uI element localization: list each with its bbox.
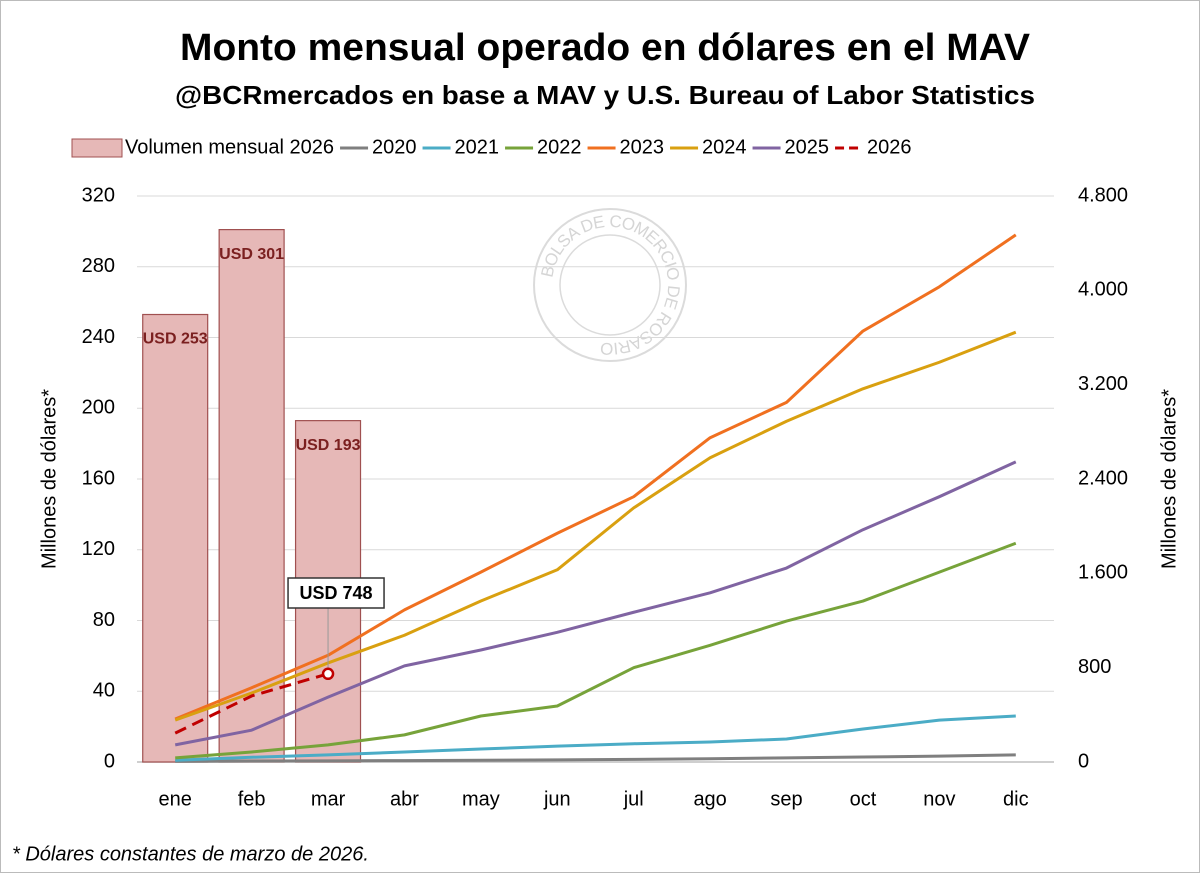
y-tick-label: 280 xyxy=(82,255,115,277)
x-tick-label: abr xyxy=(390,788,419,810)
y2-tick-label: 4.000 xyxy=(1078,279,1128,301)
y2-tick-label: 4.800 xyxy=(1078,184,1128,206)
legend-label: 2026 xyxy=(867,136,912,158)
series-line xyxy=(175,541,1017,760)
y-tick-label: 240 xyxy=(82,326,115,348)
x-tick-label: dic xyxy=(1003,788,1029,810)
y-tick-label: 120 xyxy=(82,538,115,560)
x-tick-label: sep xyxy=(770,788,802,810)
callout-box xyxy=(287,577,385,609)
chart-subtitle: @BCRmercados en base a MAV y U.S. Bureau… xyxy=(175,80,1035,110)
y-tick-label: 200 xyxy=(82,397,115,419)
y2-tick-label: 1.600 xyxy=(1078,562,1128,584)
x-tick-label: oct xyxy=(850,788,877,810)
x-tick-label: ene xyxy=(159,788,192,810)
y2-axis-label: Millones de dólares* xyxy=(1158,389,1180,569)
series-line xyxy=(175,753,1016,763)
y2-tick-label: 0 xyxy=(1078,750,1089,772)
series-line xyxy=(174,460,1017,747)
legend-label: 2025 xyxy=(785,136,830,158)
legend-label: 2020 xyxy=(372,136,417,158)
bar-value-label: USD 193 xyxy=(296,437,361,454)
legend-swatch xyxy=(71,138,123,158)
bar xyxy=(142,313,209,763)
y-tick-label: 0 xyxy=(104,750,115,772)
y2-tick-label: 3.200 xyxy=(1078,373,1128,395)
y-tick-label: 320 xyxy=(82,184,115,206)
chart-title: Monto mensual operado en dólares en el M… xyxy=(180,27,1031,69)
x-tick-label: ago xyxy=(693,788,726,810)
legend-label: 2024 xyxy=(702,136,747,158)
point-value-label: USD 748 xyxy=(300,583,373,603)
watermark-ring xyxy=(559,234,661,336)
y2-tick-label: 800 xyxy=(1078,656,1111,678)
y-tick-label: 40 xyxy=(93,680,115,702)
series-line xyxy=(174,672,329,735)
x-tick-label: feb xyxy=(238,788,266,810)
x-tick-label: nov xyxy=(923,788,955,810)
footnote: * Dólares constantes de marzo de 2026. xyxy=(12,843,369,865)
y-axis-label: Millones de dólares* xyxy=(38,389,60,569)
x-tick-label: jun xyxy=(543,788,571,810)
bar xyxy=(218,229,285,763)
x-tick-label: mar xyxy=(311,788,346,810)
y-tick-label: 160 xyxy=(82,467,115,489)
watermark-ring xyxy=(533,208,687,362)
bar-value-label: USD 253 xyxy=(143,331,208,348)
legend-label: 2022 xyxy=(537,136,582,158)
legend-label: 2021 xyxy=(455,136,500,158)
legend-label: Volumen mensual 2026 xyxy=(125,136,334,158)
x-tick-label: may xyxy=(462,788,500,810)
y2-tick-label: 2.400 xyxy=(1078,467,1128,489)
series-line xyxy=(174,233,1017,721)
y-tick-label: 80 xyxy=(93,609,115,631)
x-tick-label: jul xyxy=(623,788,644,810)
series-line xyxy=(174,330,1017,722)
bar-value-label: USD 301 xyxy=(219,246,284,263)
legend-label: 2023 xyxy=(620,136,665,158)
point-marker xyxy=(321,667,335,681)
series-line xyxy=(175,714,1016,762)
